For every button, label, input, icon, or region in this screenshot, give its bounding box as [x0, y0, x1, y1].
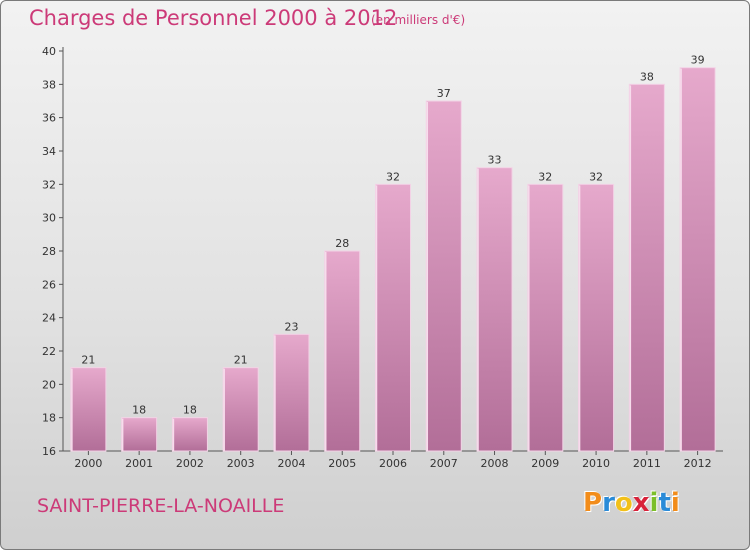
bar-value-label: 33	[488, 154, 502, 167]
bar-value-label: 32	[589, 170, 603, 183]
y-tick-label: 34	[42, 145, 56, 158]
y-tick-label: 18	[42, 412, 56, 425]
bar-value-label: 23	[284, 320, 298, 333]
y-tick-label: 28	[42, 245, 56, 258]
bar-value-label: 37	[437, 87, 451, 100]
y-tick-label: 38	[42, 78, 56, 91]
x-tick-label: 2005	[328, 457, 356, 470]
logo-letter: r	[602, 488, 615, 518]
chart-subtitle: (en milliers d'€)	[371, 13, 466, 27]
logo-letter: o	[614, 488, 633, 518]
bar	[679, 67, 716, 452]
x-tick-label: 2002	[176, 457, 204, 470]
x-tick-label: 2009	[531, 457, 559, 470]
y-tick-label: 20	[42, 378, 56, 391]
bar-value-label: 21	[234, 354, 248, 367]
y-tick-label: 22	[42, 345, 56, 358]
bar-value-label: 32	[538, 170, 552, 183]
bar-value-label: 18	[132, 404, 146, 417]
x-tick-label: 2000	[74, 457, 102, 470]
bar	[527, 183, 564, 452]
y-tick-label: 24	[42, 312, 56, 325]
bar	[476, 167, 513, 452]
bar	[375, 183, 411, 452]
bar-value-label: 32	[386, 170, 400, 183]
bar	[70, 367, 107, 452]
bar-value-label: 38	[640, 70, 654, 83]
proxiti-logo[interactable]: Proxiti	[583, 488, 680, 518]
x-tick-label: 2007	[430, 457, 458, 470]
bar-value-label: 28	[335, 237, 349, 250]
bar-value-label: 18	[183, 404, 197, 417]
bar	[273, 333, 310, 452]
commune-name: SAINT-PIERRE-LA-NOAILLE	[37, 495, 285, 517]
y-tick-label: 36	[42, 112, 56, 125]
x-tick-label: 2010	[582, 457, 610, 470]
logo-letter: x	[632, 488, 650, 518]
x-tick-label: 2011	[633, 457, 661, 470]
x-tick-label: 2008	[481, 457, 509, 470]
logo-letter: i	[670, 488, 680, 518]
chart-title: Charges de Personnel 2000 à 2012	[29, 6, 398, 30]
logo-letter: t	[658, 488, 671, 518]
bar	[121, 417, 158, 452]
x-tick-label: 2012	[684, 457, 712, 470]
y-tick-label: 40	[42, 45, 56, 58]
x-tick-label: 2006	[379, 457, 407, 470]
y-tick-label: 32	[42, 178, 56, 191]
x-tick-label: 2001	[125, 457, 153, 470]
bar	[425, 100, 462, 452]
y-tick-label: 16	[42, 445, 56, 458]
bar	[578, 183, 615, 452]
x-tick-label: 2003	[227, 457, 255, 470]
x-tick-label: 2004	[277, 457, 305, 470]
bar	[171, 417, 208, 452]
bar	[222, 367, 259, 452]
bar	[324, 250, 361, 452]
bar-value-label: 21	[81, 354, 95, 367]
y-tick-label: 26	[42, 278, 56, 291]
bar	[628, 83, 665, 452]
logo-letter: P	[583, 488, 603, 518]
logo-letter: i	[649, 488, 659, 518]
y-tick-label: 30	[42, 212, 56, 225]
bar-value-label: 39	[691, 54, 705, 67]
